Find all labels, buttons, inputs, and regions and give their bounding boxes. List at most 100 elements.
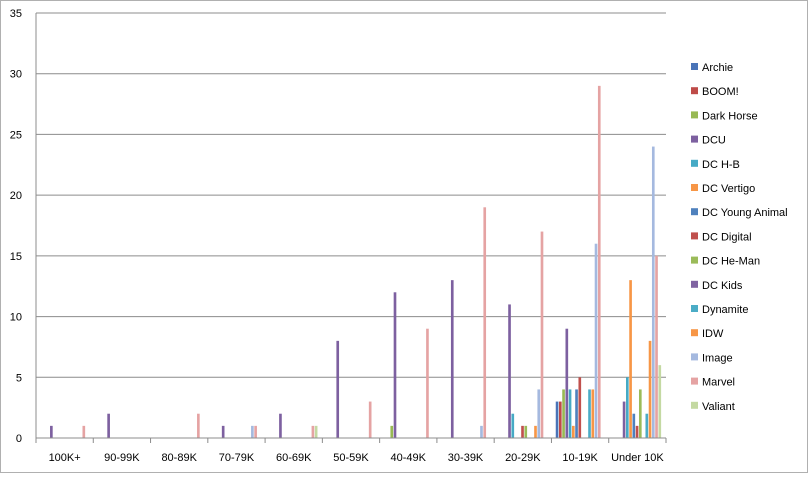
legend-swatch [691, 87, 698, 95]
bar [82, 425, 86, 438]
legend-label: Valiant [702, 401, 735, 413]
bar [50, 425, 53, 438]
legend-label: DC Digital [702, 231, 752, 243]
bar [540, 231, 544, 438]
bar [648, 340, 652, 438]
bar [279, 413, 282, 438]
x-tick-label: 80-89K [161, 452, 197, 464]
bar [107, 413, 110, 438]
legend-swatch [691, 111, 698, 119]
x-tick-label: 60-69K [276, 452, 312, 464]
bar [591, 389, 595, 438]
legend-label: Archie [702, 62, 733, 74]
x-tick-label: 30-39K [448, 452, 484, 464]
bar [221, 425, 225, 438]
bar [594, 243, 598, 438]
bar [521, 425, 524, 438]
bar [393, 292, 397, 438]
bar [632, 413, 636, 438]
legend-label: DC H-B [702, 159, 740, 171]
y-tick-label: 0 [16, 433, 22, 445]
bar [568, 389, 572, 438]
bar [622, 401, 626, 438]
bar [562, 389, 565, 438]
legend-swatch [691, 377, 698, 385]
x-tick-label: 70-79K [219, 452, 255, 464]
legend-swatch [691, 401, 698, 409]
bar [571, 425, 575, 438]
legend-label: DC He-Man [702, 256, 760, 268]
legend-label: Dark Horse [702, 110, 758, 122]
x-tick-label: 20-29K [505, 452, 541, 464]
bar [638, 389, 642, 438]
bar [483, 207, 487, 438]
bar [534, 425, 537, 438]
x-tick-label: 40-49K [391, 452, 427, 464]
legend-swatch [691, 63, 698, 70]
bar [450, 280, 454, 438]
legend: Archie BOOM! Dark Horse DCU DC H-B DC Vertigo… [691, 62, 788, 413]
x-tick-label: 50-59K [333, 452, 369, 464]
y-tick-label: 35 [10, 8, 22, 20]
legend-label: Marvel [702, 377, 735, 389]
legend-label: DC Vertigo [702, 183, 755, 195]
bar [511, 413, 515, 438]
bar [645, 413, 649, 438]
bars [50, 85, 662, 439]
bar [508, 304, 511, 438]
y-tick-label: 15 [10, 251, 22, 263]
bar [651, 146, 655, 438]
bar [524, 425, 528, 438]
x-tick-label: 100K+ [49, 452, 81, 464]
bar [635, 425, 639, 438]
bar [658, 365, 662, 438]
legend-swatch [691, 184, 698, 191]
x-axis: 100K+ 90-99K 80-89K 70-79K 60-69K 50-59K 40-49… [35, 437, 667, 464]
bar [575, 389, 578, 438]
y-tick-label: 20 [10, 190, 22, 202]
y-tick-label: 30 [10, 69, 22, 81]
bar [565, 328, 569, 438]
legend-swatch [691, 159, 698, 167]
bar [597, 85, 601, 439]
bar [390, 425, 394, 438]
legend-label: Dynamite [702, 304, 748, 316]
bar [314, 425, 318, 438]
legend-swatch [691, 208, 698, 216]
legend-label: IDW [702, 328, 724, 340]
legend-swatch [691, 135, 698, 143]
gridlines [36, 12, 666, 378]
bar [578, 377, 582, 438]
legend-swatch [691, 329, 698, 337]
bar [254, 425, 257, 438]
legend-label: DC Kids [702, 280, 743, 292]
bar [426, 328, 429, 438]
bar [197, 413, 200, 438]
legend-swatch [691, 280, 698, 288]
bar [655, 255, 658, 438]
x-tick-label: 90-99K [104, 452, 140, 464]
legend-label: BOOM! [702, 86, 739, 98]
legend-label: Image [702, 352, 733, 364]
legend-swatch [691, 256, 698, 264]
bar [336, 340, 340, 438]
x-tick-label: Under 10K [611, 452, 664, 464]
bar [251, 425, 254, 438]
bar [626, 377, 629, 438]
legend-label: DCU [702, 135, 726, 147]
y-tick-label: 25 [10, 129, 22, 141]
bar [368, 401, 372, 438]
legend-swatch [691, 305, 698, 312]
y-tick-label: 10 [10, 312, 22, 324]
y-axis: 0 5 10 15 20 25 30 35 [10, 8, 37, 445]
legend-swatch [691, 353, 698, 361]
bar [629, 280, 632, 438]
bar [555, 401, 559, 438]
bar [537, 389, 541, 438]
bar [559, 401, 562, 438]
bar [311, 425, 315, 438]
x-tick-label: 10-19K [562, 452, 598, 464]
legend-label: DC Young Animal [702, 207, 788, 219]
y-tick-label: 5 [16, 372, 22, 384]
